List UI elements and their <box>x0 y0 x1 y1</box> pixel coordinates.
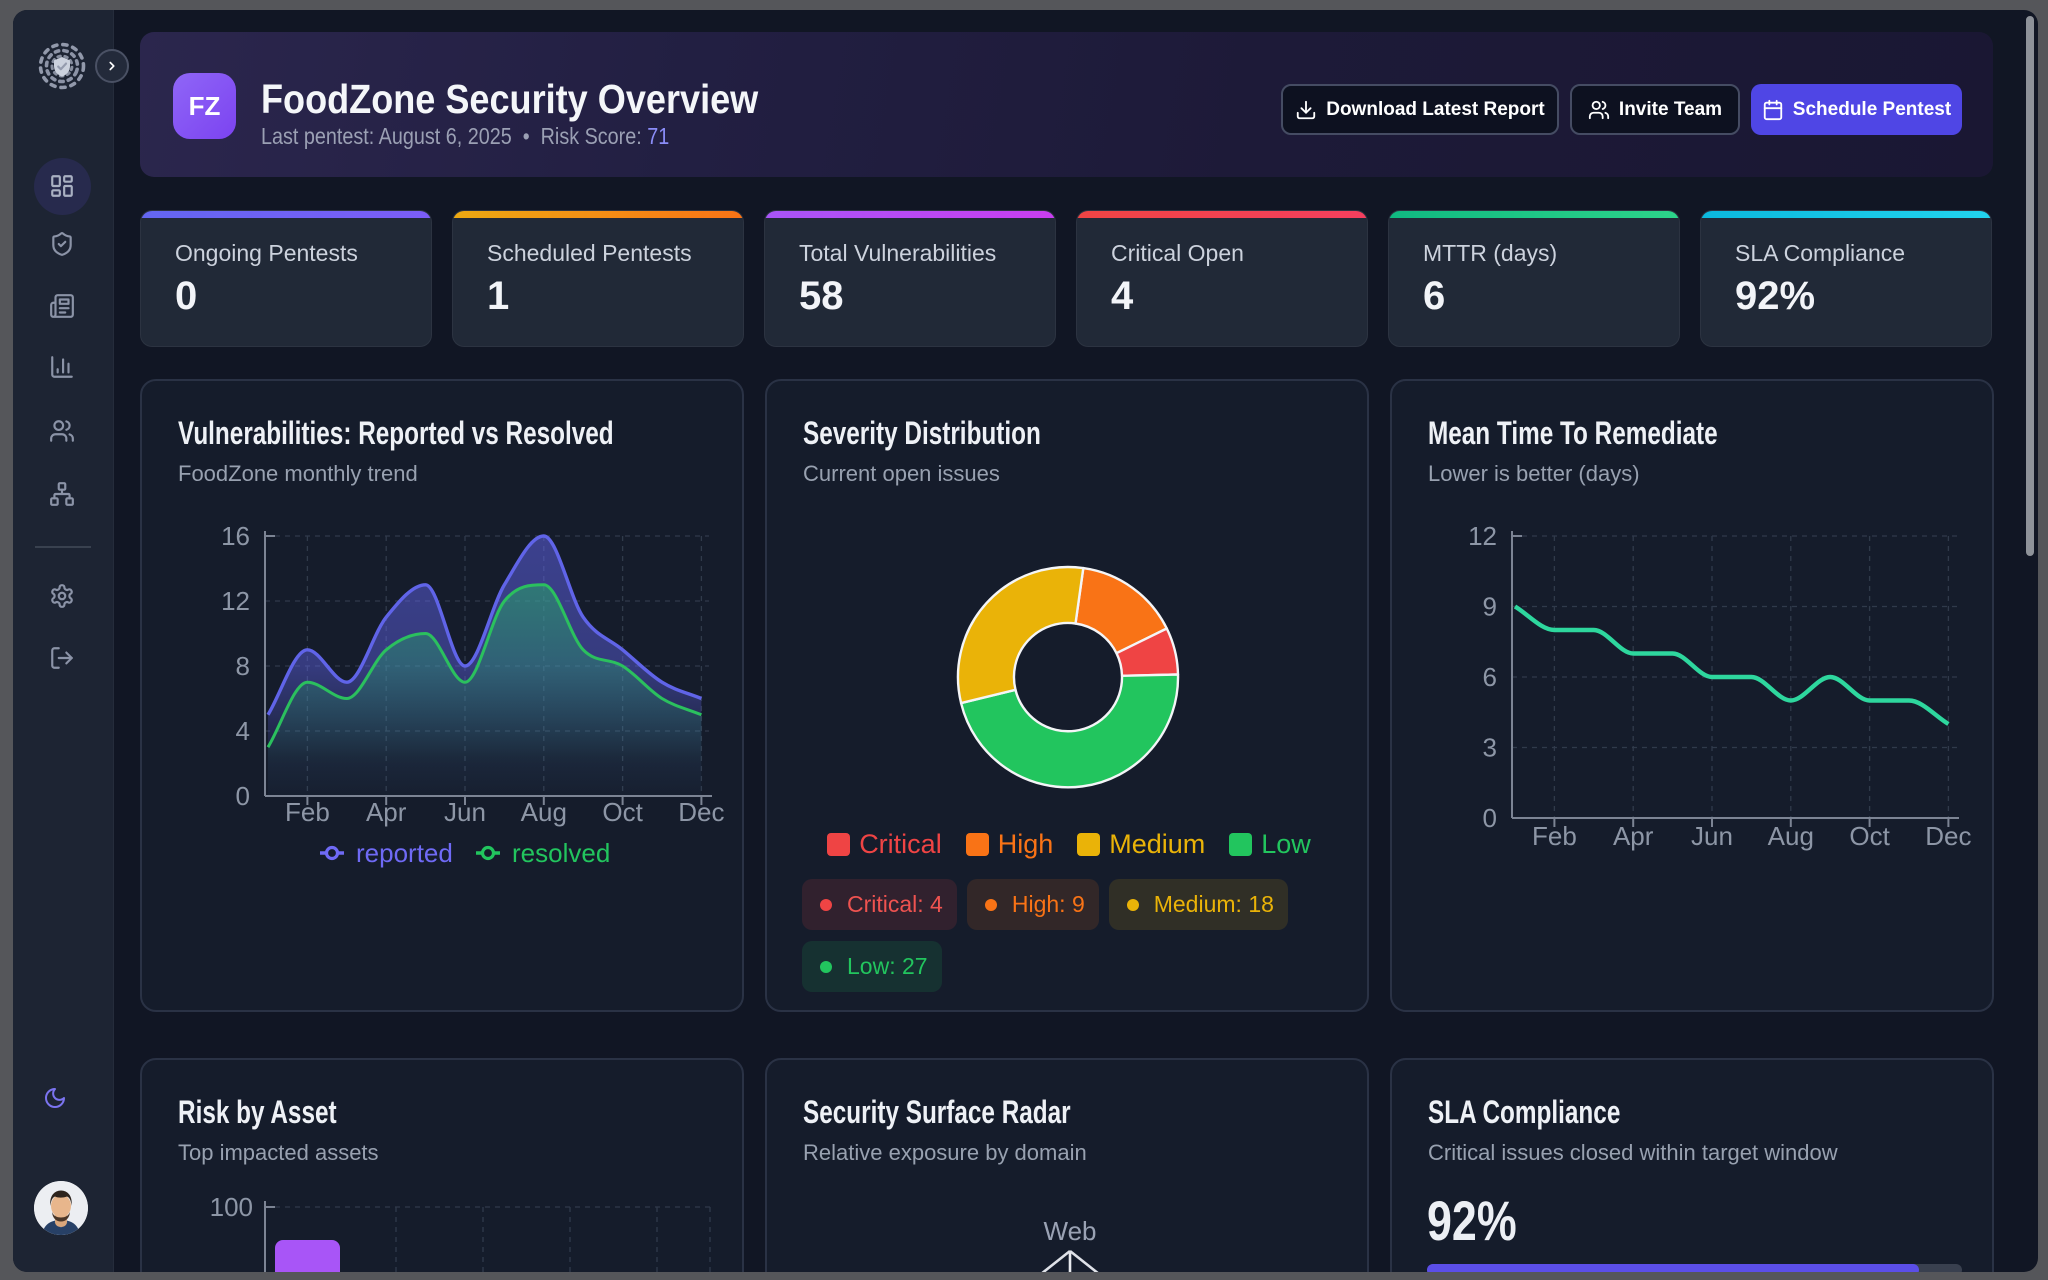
svg-text:12: 12 <box>221 586 250 616</box>
svg-text:Web: Web <box>1044 1216 1097 1246</box>
svg-text:Apr: Apr <box>366 797 407 827</box>
svg-text:Dec: Dec <box>678 797 724 827</box>
svg-text:Oct: Oct <box>602 797 643 827</box>
svg-text:Jun: Jun <box>444 797 486 827</box>
svg-text:0: 0 <box>236 781 250 811</box>
svg-text:4: 4 <box>236 716 250 746</box>
svg-text:0: 0 <box>1483 803 1497 833</box>
svg-text:16: 16 <box>221 521 250 551</box>
svg-text:3: 3 <box>1483 733 1497 763</box>
svg-text:Jun: Jun <box>1691 821 1733 851</box>
svg-text:resolved: resolved <box>512 838 610 868</box>
svg-text:9: 9 <box>1483 592 1497 622</box>
svg-text:reported: reported <box>356 838 453 868</box>
svg-text:Aug: Aug <box>521 797 567 827</box>
svg-text:Feb: Feb <box>1532 821 1577 851</box>
svg-text:100: 100 <box>210 1192 253 1222</box>
svg-text:Feb: Feb <box>285 797 330 827</box>
svg-text:Aug: Aug <box>1768 821 1814 851</box>
svg-text:Dec: Dec <box>1925 821 1971 851</box>
svg-text:Apr: Apr <box>1613 821 1654 851</box>
svg-text:6: 6 <box>1483 662 1497 692</box>
svg-text:Oct: Oct <box>1849 821 1890 851</box>
svg-text:8: 8 <box>236 651 250 681</box>
svg-text:12: 12 <box>1468 521 1497 551</box>
